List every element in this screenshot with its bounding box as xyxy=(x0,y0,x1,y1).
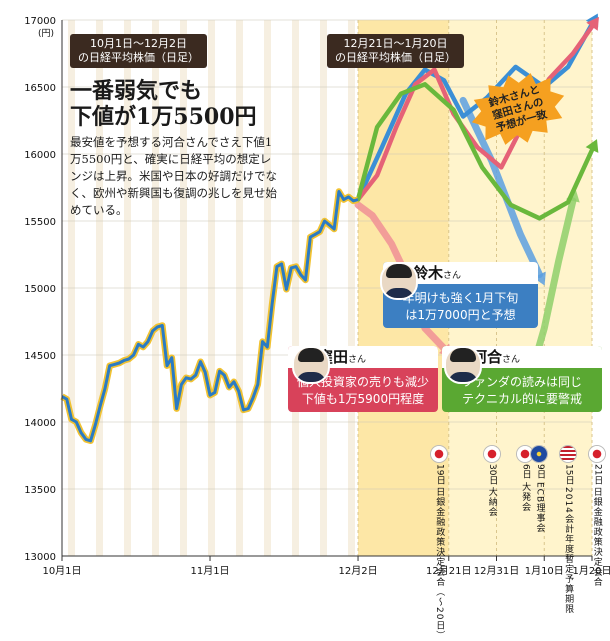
japan-flag-icon xyxy=(588,446,605,462)
japan-flag-icon xyxy=(483,446,500,462)
x-tick-label: 1月20日 xyxy=(572,565,610,577)
event-description: 日銀金融政策決定会合（〜20日） xyxy=(434,487,445,641)
series-line-3 xyxy=(355,82,595,221)
us-flag-icon xyxy=(560,446,577,462)
x-tick-label: 11月1日 xyxy=(190,565,229,577)
callout-kubota-text: 個人投資家の売りも減少 下値も1万5900円程度 xyxy=(296,375,429,406)
y-tick-label: 16000 xyxy=(24,150,56,161)
event-day: 6日 xyxy=(520,464,531,479)
x-tick-label: 1月10日 xyxy=(525,565,564,577)
y-tick-label: 15500 xyxy=(24,217,56,228)
kawai-avatar xyxy=(444,346,482,384)
series-history xyxy=(61,190,359,443)
y-tick-label: 14000 xyxy=(24,418,56,429)
agreement-sticker: 鈴木さんと 窪田さんの 予想が一致 xyxy=(462,62,574,156)
event-1: 30日大納会 xyxy=(479,446,505,517)
event-5: 21日日銀金融政策決定会合 xyxy=(584,446,610,587)
period2-label: 12月21日～1月20日 の日経平均株価（日足） xyxy=(327,34,464,68)
event-day: 21日 xyxy=(592,464,603,485)
x-tick-label: 12月2日 xyxy=(338,565,377,577)
series-arrowhead xyxy=(585,139,599,153)
headline: 一番弱気でも 下値が1万5500円 xyxy=(70,78,257,130)
kubota-avatar xyxy=(292,346,330,384)
event-day: 30日 xyxy=(487,464,498,485)
event-description: 大発会 xyxy=(520,481,531,512)
burst-icon xyxy=(471,73,565,145)
event-4: 15日 2014会計年度暫定予算期限 xyxy=(555,446,581,614)
japan-flag-icon xyxy=(517,446,534,462)
event-description: ECB理事会 xyxy=(534,481,545,533)
y-tick-label: 13000 xyxy=(24,552,56,563)
callout-kawai-text: ファンダの読みは同じ テクニカル的に要警戒 xyxy=(461,375,582,406)
x-tick-label: 12月21日 xyxy=(426,565,471,577)
body-text: 最安値を予想する河合さんでさえ下値1万5500円と、確実に日経平均の想定レンジは… xyxy=(70,135,277,217)
event-day: 15日 xyxy=(563,464,574,485)
y-tick-label: 16500 xyxy=(24,83,56,94)
suzuki-avatar xyxy=(380,262,418,300)
axes: 17000 16500 16000 15500 15000 14500 14000 13500… xyxy=(24,16,610,577)
series-line-6 xyxy=(531,197,577,366)
y-tick-label: 14500 xyxy=(24,351,56,362)
series-arrowhead xyxy=(533,271,546,286)
japan-flag-icon xyxy=(431,446,448,462)
event-description: 日銀金融政策決定会合 xyxy=(591,487,602,588)
y-tick-label: 17000 xyxy=(24,16,56,27)
series-line-1 xyxy=(355,21,595,202)
event-day: 19日 xyxy=(434,464,445,485)
event-description: 大納会 xyxy=(486,487,497,518)
y-tick-label: 13500 xyxy=(24,485,56,496)
period1-label: 10月1日～12月2日 の日経平均株価（日足） xyxy=(70,34,207,68)
x-tick-label: 10月1日 xyxy=(42,565,81,577)
series-lines xyxy=(60,13,599,445)
event-description: 2014会計年度暫定予算期限 xyxy=(563,487,574,615)
x-tick-label: 12月31日 xyxy=(474,565,519,577)
event-0: 19日日銀金融政策決定会合（〜20日） xyxy=(426,446,452,641)
gridlines xyxy=(62,19,593,557)
series-arrowhead xyxy=(586,16,599,31)
event-2: 6日大発会 xyxy=(512,446,538,512)
eu-flag-icon xyxy=(531,446,548,462)
callout-suzuki-text: 年明けも強く1月下旬 は1万7000円と予想 xyxy=(402,291,519,322)
y-tick-label: 15000 xyxy=(24,284,56,295)
event-day: 9日 xyxy=(534,464,545,479)
y-unit-label: (円) xyxy=(38,28,54,39)
event-3: 9日 ECB理事会 xyxy=(526,446,552,533)
